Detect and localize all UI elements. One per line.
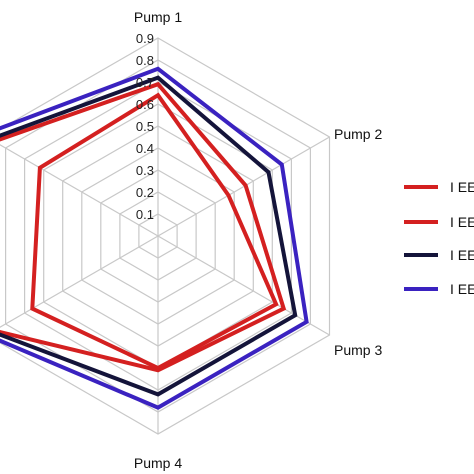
tick-label-4: 0.4 [136,141,154,156]
grid-spoke-3 [157,235,330,336]
series-line-3 [0,75,298,397]
tick-label-3: 0.3 [136,163,154,178]
axis-label-pump-3: Pump 3 [334,342,382,358]
grid-spoke-6 [0,144,159,237]
radial-tick-labels: 0.1 0.2 0.3 0.4 0.5 0.6 0.7 0.8 0.9 [136,31,154,222]
tick-label-5: 0.5 [136,119,154,134]
series-lines [0,66,309,410]
tick-label-2: 0.2 [136,185,154,200]
grid-spoke-5 [0,235,159,328]
series-line-4 [0,66,309,410]
grid-spoke-2 [157,136,330,237]
legend-label-2: I EE [450,214,474,230]
axis-labels: Pump 1 Pump 2 Pump 3 Pump 4 [134,9,383,471]
legend: I EE I EE I EE I EE [404,179,474,297]
tick-label-8: 0.8 [136,53,154,68]
axis-label-pump-2: Pump 2 [334,126,382,142]
tick-label-1: 0.1 [136,207,154,222]
legend-label-3: I EE [450,247,474,263]
series-line-1 [30,92,279,371]
series-line-2 [0,81,287,373]
legend-label-1: I EE [450,179,474,195]
axis-label-pump-1: Pump 1 [134,9,182,25]
tick-label-7: 0.7 [136,75,154,90]
legend-label-4: I EE [450,281,474,297]
axis-label-pump-4: Pump 4 [134,455,182,471]
tick-label-6: 0.6 [136,97,154,112]
tick-label-9: 0.9 [136,31,154,46]
